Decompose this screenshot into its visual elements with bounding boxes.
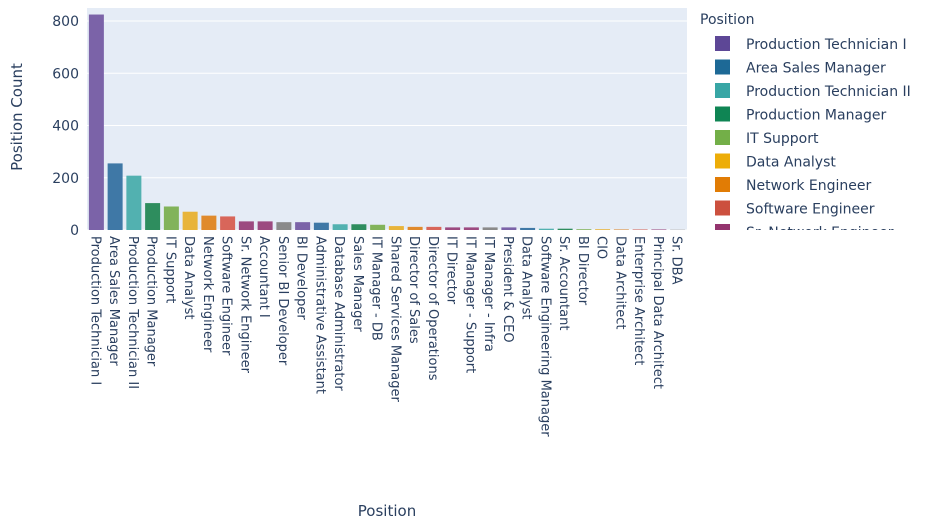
x-tick-label: Production Manager xyxy=(144,236,159,367)
bar[interactable] xyxy=(332,224,348,230)
x-tick-label: Software Engineer xyxy=(219,236,234,356)
y-tick-label: 200 xyxy=(52,171,79,187)
bar[interactable] xyxy=(163,206,179,230)
bar[interactable] xyxy=(182,211,198,230)
x-tick-label: Senior BI Developer xyxy=(275,236,290,366)
bar[interactable] xyxy=(388,226,404,230)
legend-swatch[interactable] xyxy=(715,106,730,122)
bar[interactable] xyxy=(445,227,461,230)
legend-item-label[interactable]: IT Support xyxy=(746,131,819,147)
bar[interactable] xyxy=(595,229,611,230)
y-tick-label: 0 xyxy=(70,223,79,239)
legend-item-label[interactable]: Production Manager xyxy=(746,108,887,124)
legend-swatch[interactable] xyxy=(715,153,730,169)
x-axis-title: Position xyxy=(358,502,416,520)
y-tick-label: 800 xyxy=(52,14,79,30)
x-tick-label: Database Administrator xyxy=(331,236,346,391)
legend-item-label[interactable]: Network Engineer xyxy=(746,178,871,194)
bar[interactable] xyxy=(651,229,667,230)
y-tick-label: 400 xyxy=(52,119,79,135)
bar[interactable] xyxy=(88,14,104,230)
x-tick-label: BI Director xyxy=(575,236,590,306)
legend-swatch[interactable] xyxy=(715,200,730,216)
x-tick-label: Network Engineer xyxy=(200,236,215,353)
x-tick-label: President & CEO xyxy=(500,236,515,343)
legend-swatch[interactable] xyxy=(715,130,730,145)
legend-item-label[interactable]: Production Technician I xyxy=(746,37,907,53)
bar[interactable] xyxy=(370,224,386,230)
legend-swatch[interactable] xyxy=(715,36,730,51)
plot-area xyxy=(87,8,687,230)
x-tick-label: Production Technician II xyxy=(125,236,140,389)
legend-item-label[interactable]: Data Analyst xyxy=(746,155,836,171)
bar[interactable] xyxy=(482,227,498,230)
x-tick-label: IT Manager - DB xyxy=(369,236,384,341)
bar[interactable] xyxy=(632,229,648,230)
x-tick-label: Software Engineering Manager xyxy=(537,236,552,437)
bar[interactable] xyxy=(145,203,161,230)
x-tick-label: Director of Sales xyxy=(406,236,421,344)
bar[interactable] xyxy=(501,227,517,230)
x-tick-label: Sr. Network Engineer xyxy=(237,236,252,374)
legend: Position Production Technician I Area Sal… xyxy=(700,12,911,241)
x-tick-label: Enterprise Architect xyxy=(631,236,646,365)
x-tick-label: Sr. DBA xyxy=(669,236,684,285)
legend-swatch[interactable] xyxy=(715,224,730,239)
bar[interactable] xyxy=(407,226,423,230)
bar[interactable] xyxy=(613,229,629,230)
y-axis-title: Position Count xyxy=(8,63,26,171)
bar[interactable] xyxy=(557,228,573,230)
x-tick-label: Sr. Accountant xyxy=(556,236,571,330)
x-tick-label: Administrative Assistant xyxy=(312,236,327,394)
legend-item-label[interactable]: Area Sales Manager xyxy=(746,61,886,77)
legend-title: Position xyxy=(700,12,755,28)
x-tick-label: Shared Services Manager xyxy=(387,236,402,402)
bars xyxy=(88,14,686,230)
bar[interactable] xyxy=(257,221,273,230)
bar[interactable] xyxy=(313,222,329,230)
legend-swatch[interactable] xyxy=(715,177,730,192)
x-tick-label: IT Support xyxy=(162,236,177,303)
x-tick-label: Data Analyst xyxy=(181,236,196,319)
x-tick-label: Principal Data Architect xyxy=(650,236,665,389)
bar[interactable] xyxy=(463,227,479,230)
legend-item-label[interactable]: Software Engineer xyxy=(746,202,875,218)
x-tick-label: IT Manager - Support xyxy=(462,236,477,373)
x-tick-label: BI Developer xyxy=(294,236,309,320)
x-tick-label: Director of Operations xyxy=(425,236,440,381)
x-tick-label: Sales Manager xyxy=(350,236,365,332)
y-tick-label: 600 xyxy=(52,66,79,82)
bar[interactable] xyxy=(276,222,292,230)
legend-swatch[interactable] xyxy=(715,83,730,98)
bar[interactable] xyxy=(126,175,142,230)
bar[interactable] xyxy=(201,215,217,230)
bar[interactable] xyxy=(538,228,554,230)
x-tick-label: IT Director xyxy=(444,236,459,305)
x-tick-label: IT Manager - Infra xyxy=(481,236,496,352)
bar[interactable] xyxy=(520,227,536,230)
bar[interactable] xyxy=(351,224,367,230)
x-tick-label: Area Sales Manager xyxy=(106,236,121,366)
bar[interactable] xyxy=(576,229,592,230)
bar[interactable] xyxy=(426,226,442,230)
bar[interactable] xyxy=(107,163,123,230)
x-tick-label: Production Technician I xyxy=(87,236,102,385)
x-tick-label: Data Analyst xyxy=(519,236,534,319)
x-tick-label: Data Architect xyxy=(612,236,627,329)
legend-item-label[interactable]: Production Technician II xyxy=(746,84,911,100)
bar[interactable] xyxy=(220,216,236,230)
legend-swatch[interactable] xyxy=(715,59,730,75)
x-axis-ticks: Production Technician I Area Sales Manage… xyxy=(87,236,683,437)
bar[interactable] xyxy=(238,221,254,230)
x-tick-label: Accountant I xyxy=(256,236,271,318)
legend-item-label[interactable]: Sr. Network Engineer xyxy=(746,225,894,241)
y-axis-ticks: 0 200 400 600 800 xyxy=(52,14,79,239)
x-tick-label: CIO xyxy=(594,236,609,259)
bar[interactable] xyxy=(295,222,311,230)
